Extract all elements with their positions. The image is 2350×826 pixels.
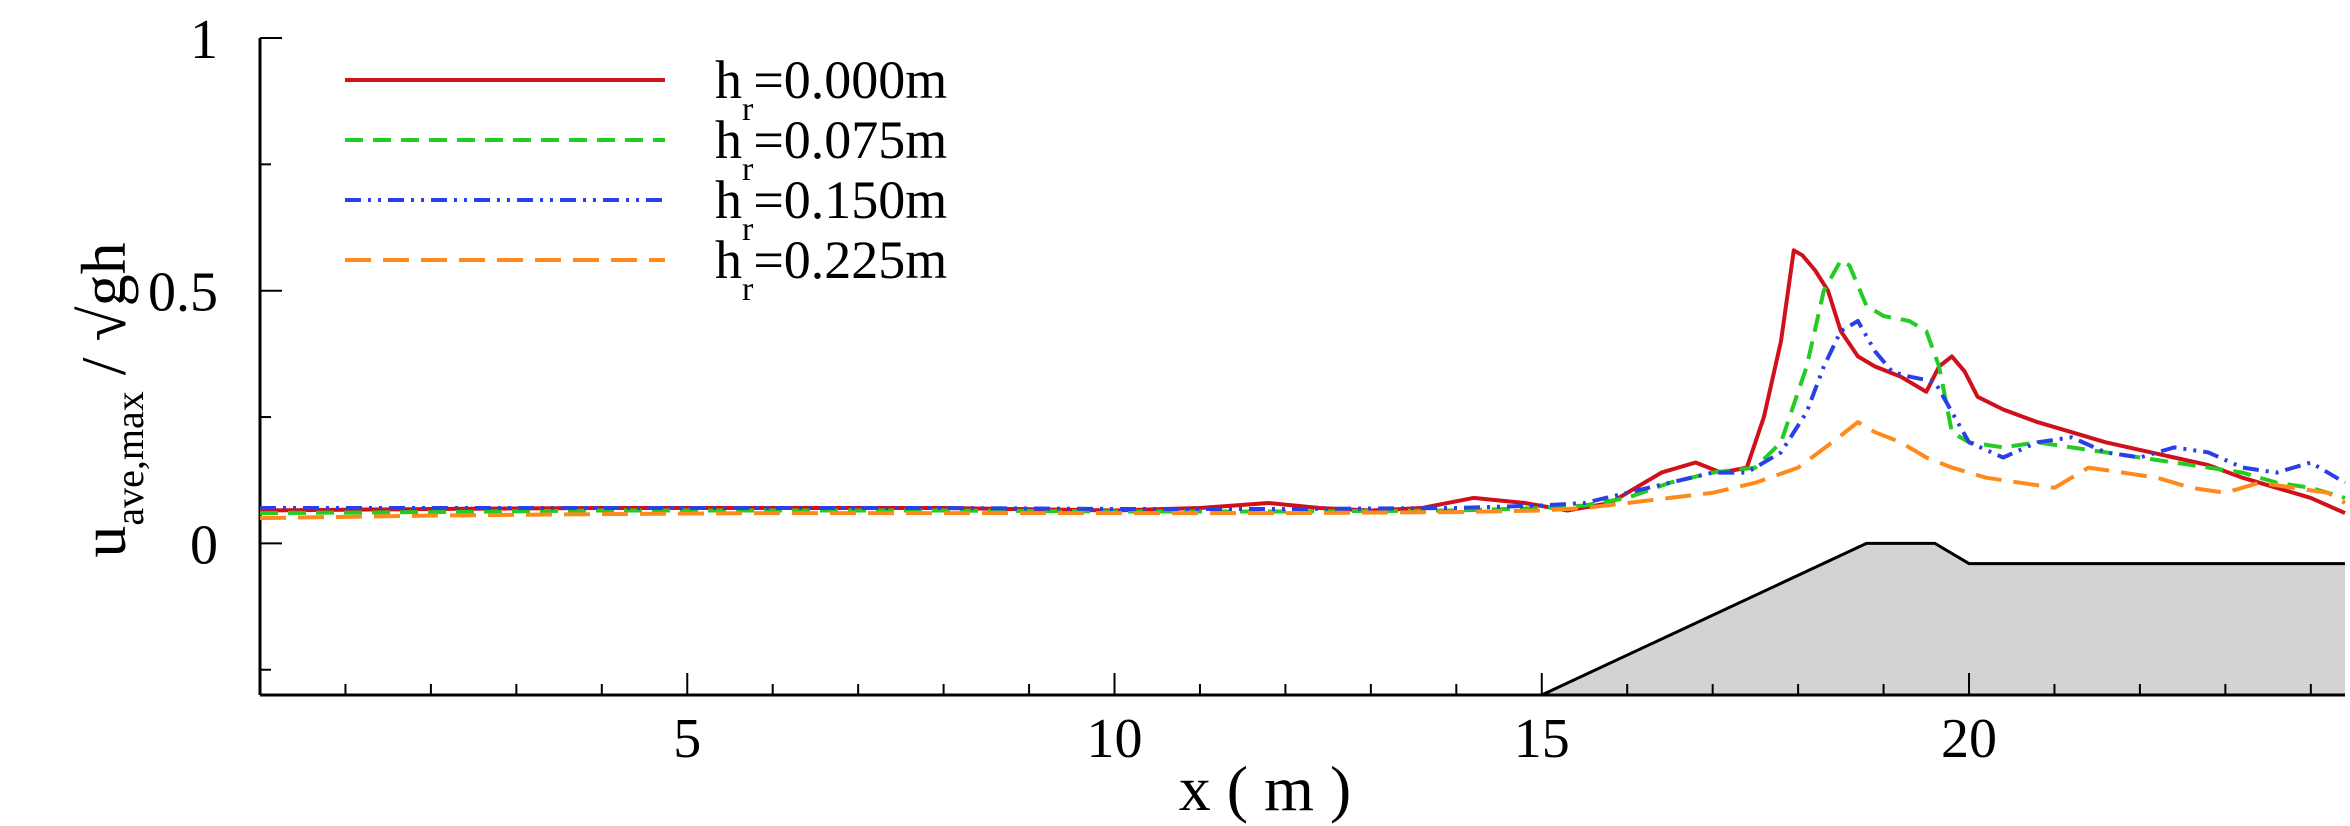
x-tick-label: 5 <box>673 708 701 770</box>
x-tick-label: 10 <box>1087 708 1143 770</box>
bathymetry-layer <box>1541 541 2345 697</box>
series-line-0 <box>259 248 2346 515</box>
legend-label-2: hr=0.150m <box>715 170 947 248</box>
y-axis-title: uave,max / √gh <box>68 242 152 557</box>
axis-labels: x ( m ) uave,max / √gh <box>68 242 1351 824</box>
y-tick-label: 0.5 <box>148 262 218 324</box>
y-tick-label: 0 <box>190 514 218 576</box>
y-tick-label: 1 <box>190 9 218 71</box>
series-layer <box>259 248 2347 521</box>
bathymetry-outline <box>1541 541 2345 697</box>
series-line-2 <box>260 319 2347 511</box>
legend-label-1: hr=0.075m <box>715 110 947 188</box>
x-tick-label: 15 <box>1514 708 1570 770</box>
bathymetry-fill <box>1541 543 2345 695</box>
x-tick-label: 20 <box>1941 708 1997 770</box>
legend-label-3: hr=0.225m <box>715 230 947 308</box>
x-axis-title: x ( m ) <box>1179 753 1351 824</box>
legend-label-0: hr=0.000m <box>715 50 947 128</box>
series-line-3 <box>259 420 2347 521</box>
series-line-1 <box>259 258 2346 516</box>
axes-layer: 5 10 15 20 0 0.5 1 <box>148 9 2345 770</box>
